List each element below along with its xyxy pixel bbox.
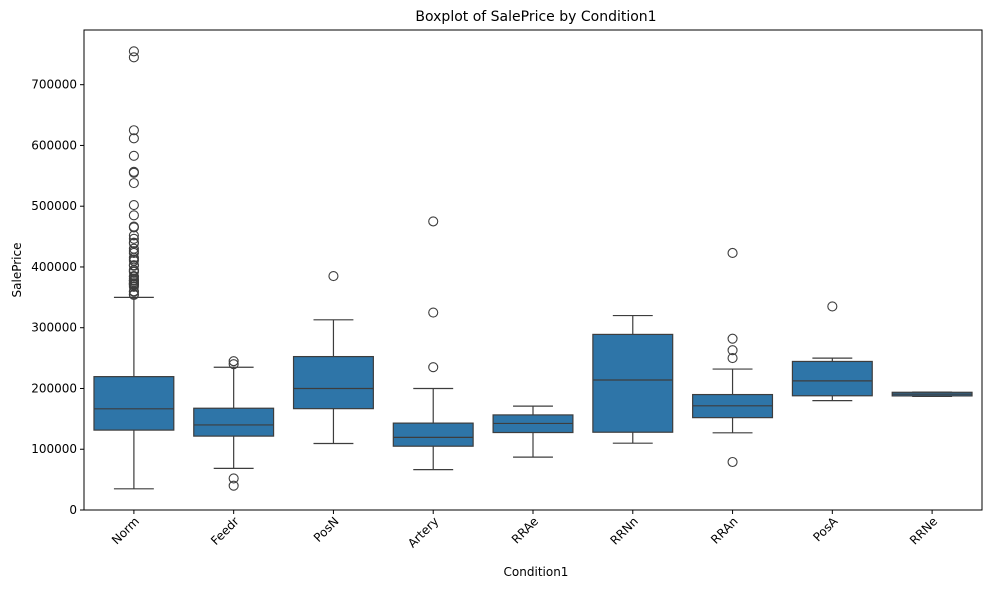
outlier-point [128, 133, 139, 144]
outlier-point [228, 473, 239, 484]
outlier-point [827, 301, 838, 312]
box-feedr [193, 407, 275, 437]
y-axis-title: SalePrice [10, 243, 24, 298]
outlier-point [428, 362, 439, 373]
outlier-point [727, 247, 738, 259]
outlier-point [428, 307, 439, 318]
chart-title: Boxplot of SalePrice by Condition1 [415, 9, 656, 25]
y-tick-label: 600000 [31, 138, 77, 152]
y-tick-label: 100000 [31, 442, 77, 456]
x-tick-label: RRAn [708, 514, 741, 547]
y-tick-label: 200000 [31, 381, 77, 395]
y-tick-label: 300000 [31, 321, 77, 335]
outlier-point [128, 286, 139, 297]
outlier-point [727, 345, 738, 356]
outlier-point [128, 178, 139, 189]
outlier-point [727, 353, 738, 364]
y-tick-label: 0 [69, 503, 77, 517]
outlier-point [128, 230, 139, 241]
x-tick-label: Feedr [208, 514, 242, 548]
outlier-point [128, 233, 139, 244]
outlier-point [128, 238, 139, 249]
x-tick-label: RRNn [607, 514, 640, 547]
x-tick-label: Artery [405, 514, 441, 550]
outlier-point [128, 210, 139, 221]
plot-area: 0 100000 200000 300000 400000 500000 600000 700… [31, 46, 973, 550]
outlier-point [428, 216, 439, 227]
outlier-point [328, 271, 339, 282]
outlier-point [128, 167, 139, 178]
y-tick-label: 400000 [31, 260, 77, 274]
outlier-point [727, 456, 738, 468]
x-tick-label: PosA [810, 514, 841, 545]
outlier-point [128, 52, 139, 63]
x-tick-label: RRAe [509, 514, 541, 546]
box-posa [791, 360, 873, 397]
box-rrnn [592, 333, 674, 433]
outlier-point [128, 200, 139, 211]
outlier-point [128, 247, 139, 259]
outlier-point [228, 480, 239, 491]
y-tick-label: 700000 [31, 78, 77, 92]
outlier-point [128, 222, 139, 233]
outlier-point [727, 333, 738, 344]
outlier-point [128, 150, 139, 161]
x-tick-label: PosN [311, 514, 342, 545]
plot-frame [83, 29, 983, 511]
x-tick-label: RRNe [907, 514, 940, 547]
outlier-point [228, 356, 239, 367]
outlier-point [128, 260, 139, 271]
box-artery [392, 422, 474, 447]
box-posn [292, 355, 374, 410]
x-tick-label: Norm [109, 514, 142, 547]
outlier-point [128, 125, 139, 136]
outlier-point [128, 281, 139, 292]
outlier-point [228, 359, 239, 370]
x-axis-title: Condition1 [504, 565, 569, 579]
outlier-point [128, 46, 139, 57]
outlier-point [128, 289, 139, 300]
y-tick-label: 500000 [31, 199, 77, 213]
box-norm [93, 376, 175, 431]
